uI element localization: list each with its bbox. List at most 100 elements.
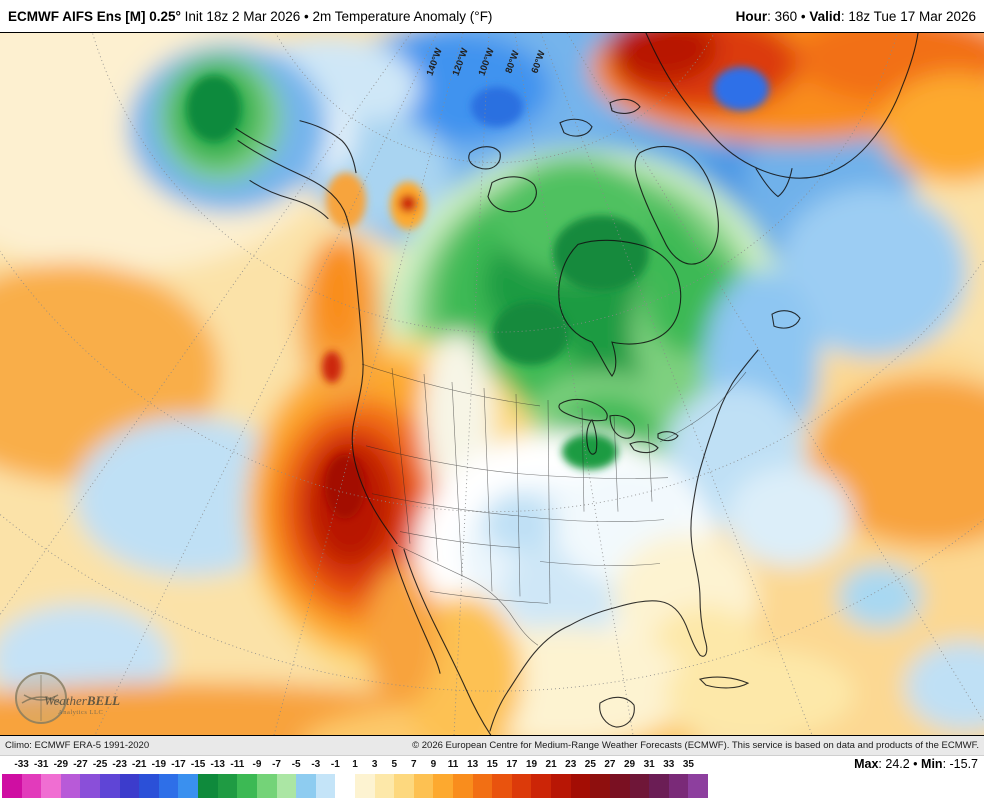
colorbar-tick-label: -1: [330, 759, 340, 770]
colorbar-tick-label: 15: [486, 759, 498, 770]
colorbar-tick-label: 31: [643, 759, 655, 770]
colorbar-segment: [354, 774, 375, 798]
separator: •: [797, 8, 810, 24]
colorbar-tick-label: 19: [525, 759, 538, 770]
map-title: ECMWF AIFS Ens [M] 0.25° Init 18z 2 Mar …: [8, 9, 492, 24]
colorbar-segment: [119, 774, 140, 798]
valid-value: : 18z Tue 17 Mar 2026: [840, 8, 976, 24]
colorbar-segment: [551, 774, 571, 798]
colorbar-tick-label: -29: [53, 759, 69, 770]
colorbar-tick-label: 13: [467, 759, 479, 770]
colorbar-tick-label: -3: [311, 759, 321, 770]
colorbar-segment: [472, 774, 493, 798]
init-and-parameter: Init 18z 2 Mar 2026 • 2m Temperature Ano…: [180, 8, 493, 24]
colorbar-segment: [511, 774, 532, 798]
colorbar-segment: [276, 774, 297, 798]
colorbar-tick-label: 21: [545, 759, 557, 770]
valid-info: Hour: 360 • Valid: 18z Tue 17 Mar 2026: [736, 9, 976, 24]
colorbar-segment: [41, 774, 61, 798]
colorbar-segment: [433, 774, 454, 798]
colorbar-segment: [21, 774, 42, 798]
colorbar-tick-label: 11: [447, 759, 459, 770]
colorbar-tick-label: 33: [663, 759, 675, 770]
colorbar-segment: [668, 774, 689, 798]
colorbar-tick-label: 1: [352, 759, 358, 770]
colorbar-tick-label: 23: [565, 759, 577, 770]
colorbar-segment: [237, 774, 257, 798]
colorbar-tick-label: -9: [252, 759, 262, 770]
colorbar-tick-label: -7: [272, 759, 281, 770]
colorbar-segment: [178, 774, 199, 798]
colorbar-segment: [2, 774, 22, 798]
state-borders: [361, 363, 747, 646]
colorbar-segment: [629, 774, 650, 798]
colorbar-segment: [158, 774, 179, 798]
colorbar-segment: [453, 774, 473, 798]
stats-separator: •: [909, 757, 922, 771]
colorbar: [2, 774, 708, 798]
max-min-stats: Max: 24.2 • Min: -15.7: [854, 757, 978, 771]
max-label: Max: [854, 757, 879, 771]
copyright-note: © 2026 European Centre for Medium-Range …: [412, 740, 979, 751]
colorbar-tick-label: -23: [112, 759, 127, 770]
colorbar-tick-label: -21: [132, 759, 147, 770]
colorbar-segment: [315, 774, 336, 798]
colorbar-tick-label: 35: [682, 759, 694, 770]
valid-label: Valid: [809, 8, 841, 24]
min-value: : -15.7: [942, 757, 978, 771]
colorbar-tick-label: 7: [411, 759, 417, 770]
colorbar-ticks: -33 -31 -29 -27 -25 -23 -21 -19 -17 -15 -13 -11 -9 -7…: [2, 759, 708, 773]
colorbar-segment: [688, 774, 708, 798]
anomaly-details: [187, 66, 769, 519]
colorbar-tick-label: -33: [14, 759, 29, 770]
colorbar-tick-label: -13: [210, 759, 225, 770]
colorbar-segment: [60, 774, 81, 798]
colorbar-tick-label: -5: [291, 759, 301, 770]
colorbar-tick-label: 3: [371, 759, 378, 770]
map-canvas: 140°W 120°W 100°W 80°W 60°W WeatherBELL …: [0, 32, 984, 736]
colorbar-tick-label: 27: [604, 759, 616, 770]
hour-label: Hour: [735, 8, 768, 24]
anomaly-field: [0, 33, 984, 735]
legend-row: -33 -31 -29 -27 -25 -23 -21 -19 -17 -15 -13 -11 -9 -7…: [0, 756, 984, 774]
graticule: [0, 33, 984, 735]
colorbar-tick-label: 17: [506, 759, 518, 770]
colorbar-segment: [413, 774, 434, 798]
colorbar-segment: [296, 774, 316, 798]
model-name: ECMWF AIFS Ens [M] 0.25°: [8, 8, 181, 24]
colorbar-tick-label: -25: [92, 759, 108, 770]
colorbar-tick-label: 9: [430, 759, 437, 770]
colorbar-segment: [217, 774, 238, 798]
colorbar-segment: [335, 774, 355, 798]
colorbar-tick-label: -19: [151, 759, 167, 770]
colorbar-segment: [570, 774, 591, 798]
colorbar-tick-label: -11: [230, 759, 245, 770]
colorbar-segment: [649, 774, 669, 798]
colorbar-tick-label: 25: [584, 759, 596, 770]
colorbar-segment: [139, 774, 159, 798]
colorbar-segment: [374, 774, 395, 798]
min-label: Min: [921, 757, 943, 771]
title-bar: ECMWF AIFS Ens [M] 0.25° Init 18z 2 Mar …: [0, 0, 984, 32]
colorbar-tick-label: -15: [190, 759, 206, 770]
colorbar-segment: [590, 774, 610, 798]
colorbar-tick-label: 5: [391, 759, 397, 770]
climo-note: Climo: ECMWF ERA-5 1991-2020: [5, 740, 150, 751]
colorbar-segment: [394, 774, 414, 798]
attribution-bar: Climo: ECMWF ERA-5 1991-2020 © 2026 Euro…: [0, 736, 984, 756]
colorbar-tick-label: -17: [171, 759, 186, 770]
colorbar-segment: [100, 774, 120, 798]
colorbar-tick-label: -27: [73, 759, 88, 770]
colorbar-segment: [531, 774, 552, 798]
colorbar-tick-label: 29: [623, 759, 636, 770]
colorbar-segment: [609, 774, 630, 798]
max-value: : 24.2: [878, 757, 910, 771]
colorbar-segment: [80, 774, 101, 798]
temperature-anomaly-map: 140°W 120°W 100°W 80°W 60°W: [0, 33, 984, 735]
hour-value: : 360: [767, 8, 798, 24]
colorbar-segment: [198, 774, 218, 798]
colorbar-segment: [492, 774, 512, 798]
coastlines: [235, 33, 919, 735]
colorbar-segment: [256, 774, 277, 798]
